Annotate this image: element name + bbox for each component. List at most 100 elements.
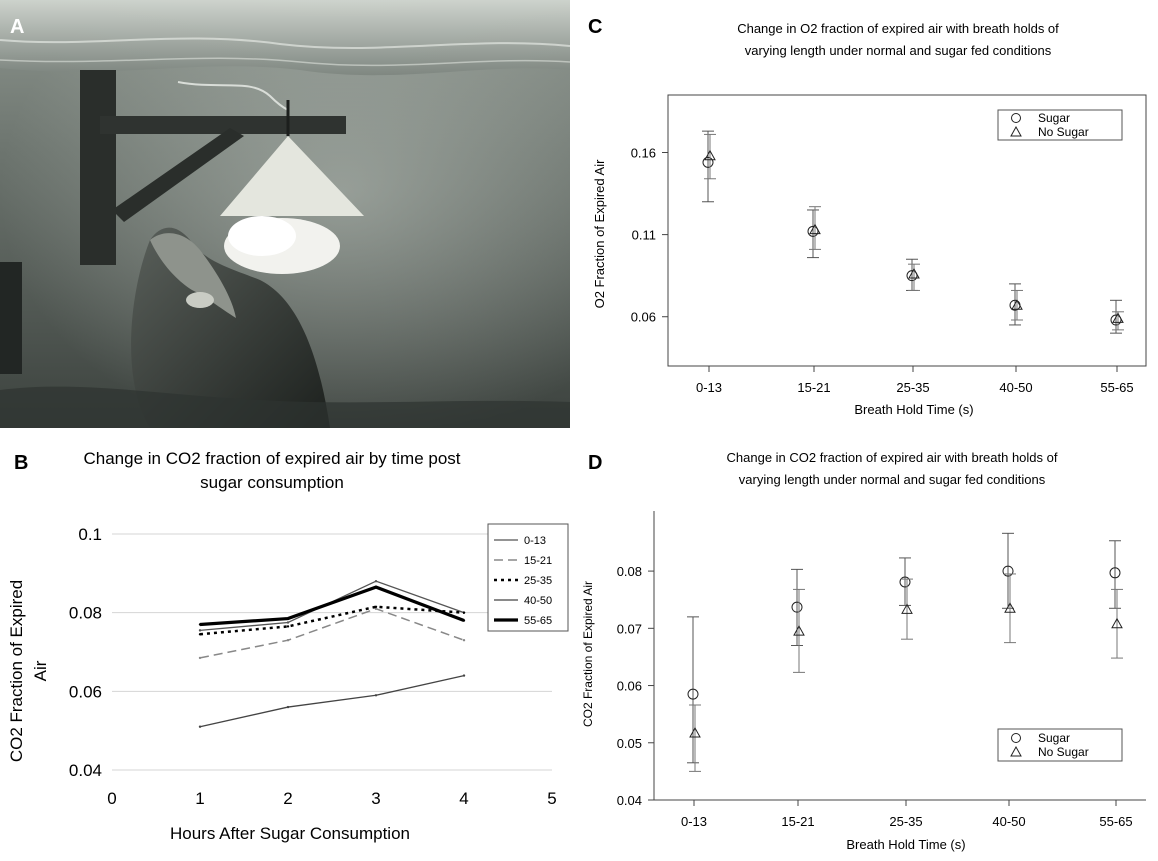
chart-b-series-line-25-35 [199, 605, 465, 636]
chart-c-legend-label: No Sugar [1038, 125, 1089, 139]
chart-b-legend-entries: 0-13 15-21 25-35 40-50 55-65 [494, 535, 552, 627]
chart-b-data-point [286, 705, 290, 709]
chart-d-point-sugar [1002, 565, 1014, 577]
chart-b-data-point [286, 617, 290, 620]
chart-c-title-line-2: varying length under normal and sugar fe… [745, 43, 1052, 58]
underwater-photo [0, 0, 571, 428]
chart-c-legend-box [997, 109, 1123, 141]
chart-d-points [687, 532, 1123, 772]
chart-b-x-tick-label: 3 [371, 789, 380, 808]
chart-d-point-no-sugar [793, 625, 805, 636]
chart-b-series-lines [198, 580, 466, 728]
chart-b-y-tick-label: 0.06 [69, 682, 102, 701]
chart-d-point-sugar [687, 688, 699, 700]
chart-b-x-tick-label: 5 [547, 789, 556, 808]
chart-d-legend-marker-no-sugar [1010, 745, 1022, 757]
chart-c-point-sugar [807, 225, 819, 237]
chart-d-y-tick-label: 0.08 [617, 564, 642, 579]
chart-b-data-point [198, 623, 202, 626]
chart-b-title-line-2: sugar consumption [200, 473, 344, 492]
chart-b-legend-box [487, 523, 569, 632]
panel-label-d: D [588, 452, 603, 474]
chart-c-point-no-sugar [1112, 312, 1124, 323]
chart-c-x-tick-label: 55-65 [1100, 380, 1133, 395]
chart-b-data-point [374, 605, 378, 608]
chart-d-x-tick-label: 0-13 [681, 814, 707, 829]
panel-label-c: C [588, 16, 603, 38]
chart-c-point-sugar [1110, 314, 1122, 326]
chart-d-point-sugar [899, 576, 911, 588]
chart-c-point-sugar [906, 270, 918, 282]
dolphin-feeder-photo [0, 0, 571, 428]
chart-c-point-no-sugar [704, 149, 716, 161]
chart-c-y-tick-label: 0.11 [632, 228, 656, 243]
chart-c-x-axis-label: Breath Hold Time (s) [854, 402, 973, 417]
chart-b-legend: 0-13 15-21 25-35 40-50 55-65 [487, 523, 569, 632]
chart-c-point-no-sugar [1011, 299, 1023, 310]
chart-b-data-point [462, 611, 466, 614]
chart-b-data-point [198, 633, 202, 636]
chart-b-data-point [374, 694, 378, 697]
chart-b-data-point [462, 674, 466, 677]
chart-b-gridlines [112, 533, 552, 771]
chart-b-series-line-15-21 [199, 607, 465, 659]
chart-b-x-axis-label: Hours After Sugar Consumption [170, 824, 410, 843]
chart-b-data-point [374, 585, 378, 589]
chart-b-x-tick-label: 1 [195, 789, 204, 808]
chart-b-legend-label: 0-13 [524, 535, 546, 547]
chart-b-y-tick-label: 0.1 [78, 525, 102, 544]
chart-b-y-axis-label-1: CO2 Fraction of Expired [7, 580, 26, 762]
chart-d-y-tick-label: 0.05 [617, 736, 642, 751]
chart-d-y-tick-label: 0.07 [617, 621, 642, 636]
chart-d-point-no-sugar [1111, 617, 1123, 629]
chart-d-y-tick-label: 0.06 [617, 679, 642, 694]
chart-c-plot-frame [667, 94, 1147, 367]
chart-c-points [702, 130, 1124, 334]
o2-breath-hold-svg: Change in O2 fraction of expired air wit… [592, 21, 1147, 417]
chart-b-title-line-1: Change in CO2 fraction of expired air by… [83, 449, 460, 468]
chart-b-data-point [198, 725, 202, 728]
chart-d-x-tick-label: 25-35 [889, 814, 922, 829]
chart-d-legend-label: Sugar [1038, 731, 1070, 745]
chart-c-legend-marker-sugar [1011, 113, 1021, 123]
chart-d-legend-label: No Sugar [1038, 745, 1089, 759]
chart-d-point-no-sugar [901, 603, 913, 614]
chart-b-x-tick-label: 2 [283, 789, 292, 808]
chart-c-y-tick-label: 0.16 [631, 145, 656, 160]
chart-c-point-sugar [702, 156, 714, 168]
chart-c-x-tick-label: 0-13 [696, 380, 722, 395]
chart-b-series-line-55-65 [199, 585, 465, 627]
chart-d-point-sugar [791, 601, 803, 613]
chart-b-legend-label: 55-65 [524, 615, 552, 627]
chart-c-legend-label: Sugar [1038, 111, 1070, 125]
chart-d-x-tick-label: 15-21 [781, 814, 814, 829]
chart-c-legend-marker-no-sugar [1010, 125, 1022, 137]
chart-d-x-tick-label: 40-50 [992, 814, 1025, 829]
chart-c-point-no-sugar [908, 267, 920, 279]
chart-b-y-tick-label: 0.04 [69, 761, 102, 780]
chart-d-ticks: 0.04 0.05 0.06 0.07 0.08 0-13 15-21 25-35 40-50 5… [617, 564, 1133, 829]
chart-d-x-axis-label: Breath Hold Time (s) [846, 837, 965, 852]
chart-c-x-tick-label: 15-21 [797, 380, 830, 395]
chart-d-point-no-sugar [689, 727, 701, 738]
chart-d-legend-marker-sugar [1011, 733, 1021, 743]
chart-b-data-point [286, 639, 290, 642]
chart-b-series-line-40-50 [199, 674, 465, 728]
chart-b-data-point [374, 580, 378, 583]
chart-b-x-tick-label: 0 [107, 789, 116, 808]
chart-c-point-no-sugar [809, 223, 821, 235]
co2-by-hours-svg: Change in CO2 fraction of expired air by… [7, 449, 569, 843]
chart-b-y-tick-label: 0.08 [69, 604, 102, 623]
chart-b-x-tick-label: 4 [459, 789, 468, 808]
chart-b-legend-label: 40-50 [524, 595, 552, 607]
chart-b-data-point [198, 656, 202, 660]
chart-c-x-tick-label: 40-50 [999, 380, 1032, 395]
chart-b-data-point [198, 629, 202, 632]
chart-d-x-tick-label: 55-65 [1099, 814, 1132, 829]
chart-d-point-sugar [1109, 567, 1121, 579]
chart-c-x-tick-label: 25-35 [896, 380, 929, 395]
